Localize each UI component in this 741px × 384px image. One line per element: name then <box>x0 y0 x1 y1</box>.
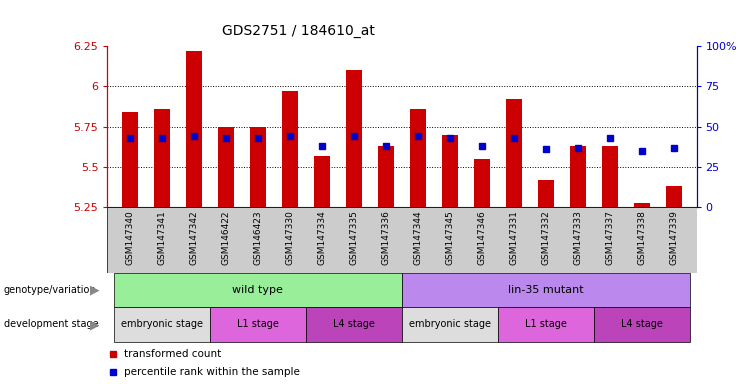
Bar <box>346 70 362 207</box>
Bar <box>154 109 170 207</box>
Text: GSM146422: GSM146422 <box>222 210 230 265</box>
Text: L4 stage: L4 stage <box>621 319 663 329</box>
Text: GSM147342: GSM147342 <box>190 210 199 265</box>
Bar <box>538 180 554 207</box>
Text: genotype/variation: genotype/variation <box>4 285 96 295</box>
Text: GSM147339: GSM147339 <box>670 210 679 265</box>
Text: embryonic stage: embryonic stage <box>409 319 491 329</box>
Bar <box>114 273 402 307</box>
Text: GSM147345: GSM147345 <box>445 210 454 265</box>
Bar <box>218 127 234 207</box>
Bar <box>306 307 402 342</box>
Bar <box>634 202 650 207</box>
Text: L1 stage: L1 stage <box>237 319 279 329</box>
Text: GSM147330: GSM147330 <box>285 210 294 265</box>
Bar <box>498 307 594 342</box>
Text: GSM147346: GSM147346 <box>477 210 487 265</box>
Bar <box>666 186 682 207</box>
Text: GSM146423: GSM146423 <box>253 210 262 265</box>
Bar <box>410 109 426 207</box>
Bar <box>107 207 697 273</box>
Text: ▶: ▶ <box>90 283 100 296</box>
Text: GSM147335: GSM147335 <box>350 210 359 265</box>
Text: GSM147333: GSM147333 <box>574 210 582 265</box>
Text: L4 stage: L4 stage <box>333 319 375 329</box>
Bar <box>570 146 586 207</box>
Bar <box>378 146 394 207</box>
Text: transformed count: transformed count <box>124 349 221 359</box>
Text: wild type: wild type <box>233 285 283 295</box>
Bar <box>210 307 306 342</box>
Bar <box>442 135 458 207</box>
Bar <box>602 146 618 207</box>
Text: embryonic stage: embryonic stage <box>121 319 203 329</box>
Text: GSM147338: GSM147338 <box>637 210 647 265</box>
Text: GSM147337: GSM147337 <box>605 210 614 265</box>
Text: percentile rank within the sample: percentile rank within the sample <box>124 367 299 377</box>
Text: lin-35 mutant: lin-35 mutant <box>508 285 584 295</box>
Bar <box>402 307 498 342</box>
Text: ▶: ▶ <box>90 318 100 331</box>
Text: GSM147340: GSM147340 <box>125 210 134 265</box>
Bar <box>122 112 138 207</box>
Text: GSM147334: GSM147334 <box>317 210 327 265</box>
Text: GSM147331: GSM147331 <box>510 210 519 265</box>
Text: GDS2751 / 184610_at: GDS2751 / 184610_at <box>222 25 375 38</box>
Bar <box>402 273 690 307</box>
Bar <box>594 307 690 342</box>
Bar <box>282 91 298 207</box>
Text: development stage: development stage <box>4 319 99 329</box>
Bar <box>474 159 490 207</box>
Text: GSM147344: GSM147344 <box>413 210 422 265</box>
Text: GSM147336: GSM147336 <box>382 210 391 265</box>
Bar <box>506 99 522 207</box>
Bar <box>314 156 330 207</box>
Bar <box>114 307 210 342</box>
Text: GSM147332: GSM147332 <box>542 210 551 265</box>
Bar <box>186 51 202 207</box>
Text: L1 stage: L1 stage <box>525 319 567 329</box>
Bar <box>250 127 266 207</box>
Text: GSM147341: GSM147341 <box>157 210 167 265</box>
